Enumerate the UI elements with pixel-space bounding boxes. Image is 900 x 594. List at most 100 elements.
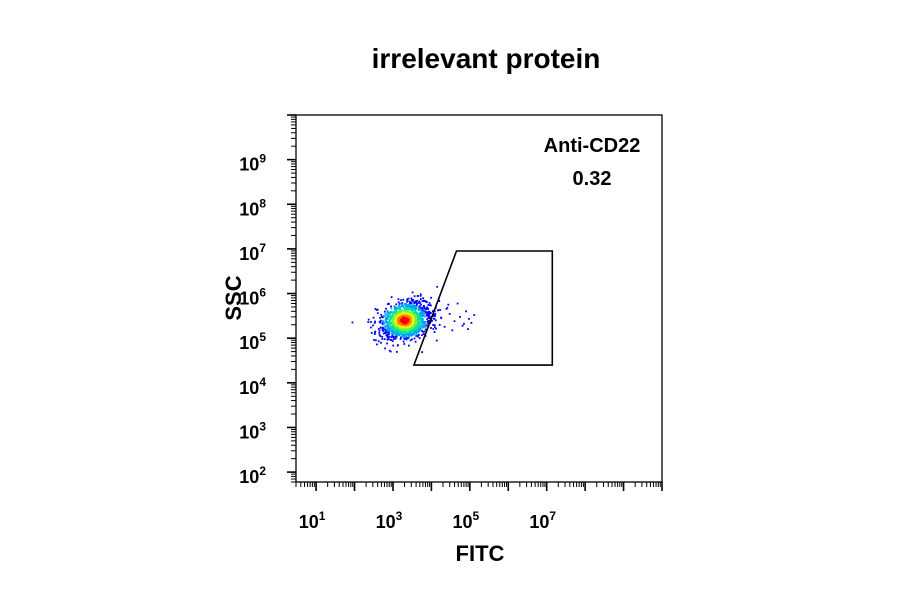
event-point	[431, 320, 433, 322]
gate-polygon[interactable]	[412, 250, 554, 366]
event-point	[406, 299, 409, 302]
event-point	[414, 300, 417, 303]
event-point	[436, 285, 439, 288]
event-point	[416, 315, 419, 318]
x-tick-label: 105	[452, 509, 479, 532]
event-point	[367, 321, 370, 323]
event-point	[470, 322, 473, 324]
event-point	[404, 310, 407, 312]
event-point	[427, 322, 429, 325]
event-point	[400, 323, 403, 326]
event-point	[402, 314, 405, 317]
event-point	[384, 329, 387, 332]
event-point	[414, 329, 416, 332]
event-point	[435, 339, 438, 342]
event-point	[406, 310, 409, 312]
event-point	[394, 335, 397, 338]
y-tick-label: 102	[239, 464, 266, 487]
event-point	[411, 315, 414, 317]
event-point	[375, 309, 378, 311]
event-point	[386, 333, 388, 336]
event-point	[399, 331, 401, 334]
event-point	[422, 318, 424, 320]
event-point	[424, 307, 426, 310]
event-point	[430, 296, 432, 299]
event-point	[426, 307, 428, 310]
gate-percentage: 0.32	[573, 168, 612, 190]
event-point	[419, 293, 422, 296]
event-point	[351, 321, 354, 324]
event-point	[406, 333, 408, 336]
event-point	[393, 316, 395, 319]
event-point	[400, 332, 403, 334]
event-point	[438, 300, 441, 302]
event-point	[397, 301, 400, 304]
event-point	[410, 308, 413, 311]
event-point	[419, 313, 421, 316]
event-point	[393, 321, 395, 324]
event-point	[421, 300, 424, 303]
event-point	[385, 314, 388, 317]
event-point	[416, 300, 419, 302]
event-point	[380, 341, 382, 344]
plot-area	[351, 250, 554, 366]
event-point	[417, 328, 420, 331]
event-point	[408, 344, 410, 347]
event-point	[422, 333, 425, 335]
event-point	[381, 328, 384, 330]
event-point	[424, 300, 426, 302]
event-point	[418, 300, 421, 303]
event-point	[428, 315, 430, 318]
event-point	[396, 332, 399, 334]
event-point	[406, 321, 409, 324]
event-point	[413, 333, 415, 336]
event-point	[378, 331, 381, 334]
event-point	[402, 305, 404, 308]
event-point	[382, 316, 384, 319]
event-point	[407, 304, 410, 306]
event-point	[417, 301, 420, 304]
event-point	[420, 307, 422, 310]
event-point	[399, 312, 402, 314]
event-point	[428, 313, 431, 316]
event-point	[389, 312, 392, 314]
event-point	[416, 331, 418, 334]
event-point	[416, 318, 418, 320]
event-point	[433, 326, 436, 328]
event-point	[419, 298, 422, 300]
event-point	[367, 318, 370, 321]
event-point	[392, 333, 395, 336]
event-point	[418, 337, 421, 339]
event-point	[423, 330, 426, 333]
event-point	[416, 303, 418, 306]
event-point	[419, 321, 422, 324]
event-point	[411, 306, 414, 309]
event-point	[392, 338, 395, 340]
event-point	[406, 318, 409, 321]
event-point	[430, 312, 432, 314]
event-point	[403, 343, 406, 345]
event-point	[420, 322, 423, 324]
event-point	[386, 303, 389, 305]
event-point	[387, 330, 389, 333]
y-axis-label: SSC	[221, 275, 246, 320]
event-point	[396, 328, 399, 331]
event-point	[415, 312, 417, 315]
event-point	[386, 310, 389, 312]
event-point	[413, 307, 416, 310]
event-point	[429, 304, 431, 307]
event-point	[409, 306, 412, 309]
event-point	[381, 335, 384, 338]
event-point	[397, 307, 399, 310]
event-point	[411, 291, 414, 294]
event-point	[390, 296, 393, 298]
event-point	[419, 311, 422, 314]
event-point	[403, 338, 406, 340]
event-point	[473, 314, 476, 316]
event-point	[398, 332, 401, 335]
event-point	[395, 329, 398, 332]
event-point	[406, 300, 409, 303]
event-point	[401, 302, 404, 304]
event-point	[425, 313, 428, 316]
event-point	[445, 308, 448, 310]
